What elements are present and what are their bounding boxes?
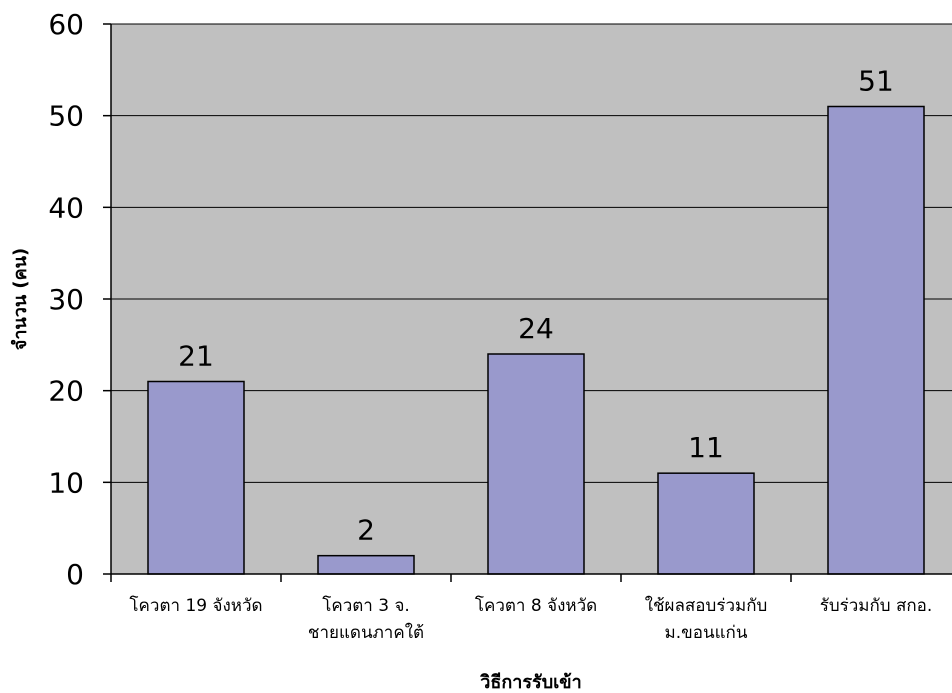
y-tick-label: 0 [66,558,84,591]
bar-value-label: 24 [518,312,554,345]
x-tick-label: โควตา 8 จังหวัด [475,595,597,616]
bars [147,105,925,575]
axes [103,23,952,582]
y-tick-label: 30 [48,283,84,316]
bar-value-label: 21 [178,340,214,373]
x-tick-label: โควตา 3 จ.ชายแดนภาคใต้ [308,595,424,643]
bar-value-label: 2 [357,514,375,547]
x-axis-label: วิธีการรับเข้า [479,672,581,693]
bar [317,554,415,575]
y-tick-label: 50 [48,100,84,133]
bar-data-labels: 21 2 24 11 51 [178,65,894,547]
bar [147,380,245,575]
bar [827,105,925,575]
bar [657,472,755,575]
x-tick-labels: โควตา 19 จังหวัด โควตา 3 จ.ชายแดนภาคใต้ โค… [129,595,932,643]
y-tick-label: 60 [48,8,84,41]
y-tick-label: 20 [48,375,84,408]
bar-value-label: 11 [688,431,724,464]
x-tick-label: ใช้ผลสอบร่วมกับม.ขอนแก่น [645,595,768,643]
y-tick-labels: 0 10 20 30 40 50 60 [48,8,84,591]
y-tick-label: 10 [48,466,84,499]
x-tick-label: รับร่วมกับ สกอ. [820,596,933,616]
x-tick-label: โควตา 19 จังหวัด [129,595,262,616]
y-axis-label: จำนวน (คน) [10,248,31,350]
y-tick-label: 40 [48,191,84,224]
bar [487,353,585,575]
bar-value-label: 51 [858,65,894,98]
